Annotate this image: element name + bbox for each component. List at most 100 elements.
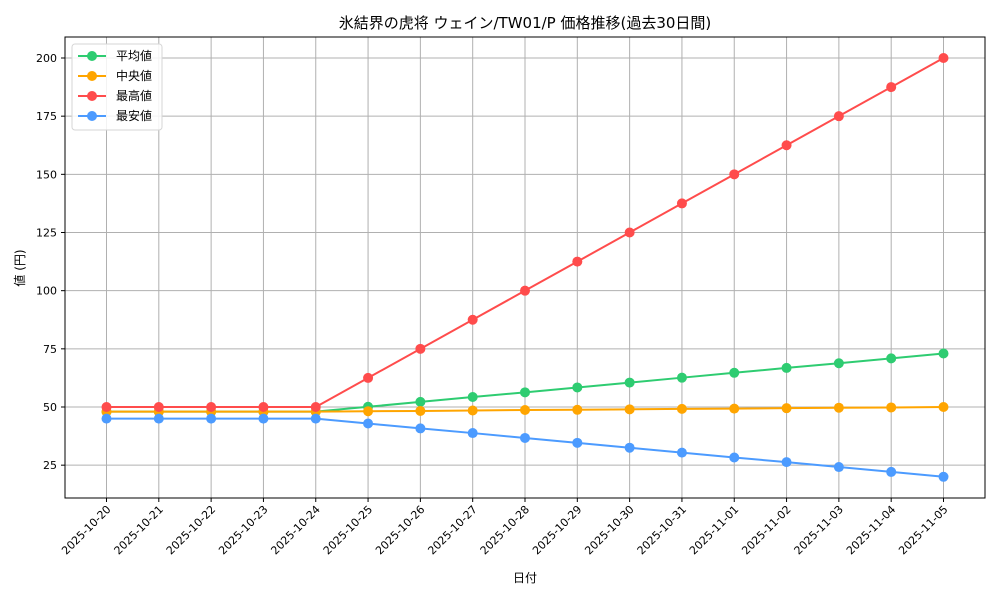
series-lines — [101, 53, 949, 482]
data-point — [729, 169, 740, 180]
data-point — [938, 471, 949, 482]
data-point — [781, 403, 792, 414]
data-point — [781, 457, 792, 468]
data-point — [676, 372, 687, 383]
data-point — [624, 227, 635, 238]
data-point — [258, 402, 269, 412]
x-tick-label: 2025-10-31 — [635, 503, 689, 557]
x-tick-label: 2025-10-24 — [268, 503, 322, 557]
x-tick-label: 2025-11-03 — [792, 503, 846, 557]
x-tick-label: 2025-10-30 — [582, 503, 636, 557]
data-point — [363, 418, 374, 429]
y-axis-ticks: 25 50 75 100 125 150 175 200 — [36, 52, 65, 472]
data-point — [624, 442, 635, 453]
x-tick-label: 2025-10-20 — [59, 503, 113, 557]
data-point — [781, 362, 792, 373]
data-point — [310, 402, 321, 412]
x-tick-label: 2025-10-26 — [373, 503, 427, 557]
data-point — [467, 314, 478, 325]
data-point — [101, 402, 112, 412]
grid-lines — [65, 37, 985, 498]
y-tick-label: 200 — [36, 52, 57, 65]
data-point — [938, 53, 949, 63]
data-point — [938, 348, 949, 359]
x-tick-label: 2025-11-04 — [844, 503, 898, 557]
x-tick-label: 2025-10-28 — [478, 503, 532, 557]
legend-box — [71, 43, 163, 131]
legend-label: 中央値 — [116, 68, 152, 83]
data-point — [833, 402, 844, 413]
legend-marker-icon — [87, 71, 97, 81]
legend-marker-icon — [87, 91, 97, 101]
data-point — [520, 285, 530, 296]
legend-item: 最高値 — [78, 88, 152, 103]
y-tick-label: 175 — [36, 110, 57, 123]
data-point — [363, 372, 374, 383]
data-point — [624, 404, 635, 415]
data-point — [676, 447, 687, 458]
data-point — [206, 402, 217, 412]
data-point — [833, 462, 844, 473]
x-tick-label: 2025-10-22 — [164, 503, 218, 557]
x-tick-label: 2025-10-27 — [425, 503, 479, 557]
x-tick-label: 2025-10-25 — [321, 503, 375, 557]
series-最高値 — [101, 53, 949, 412]
data-point — [520, 387, 530, 398]
legend-marker-icon — [87, 51, 97, 61]
data-point — [520, 405, 530, 416]
data-point — [624, 377, 635, 388]
legend-label: 平均値 — [116, 48, 152, 63]
data-point — [729, 367, 740, 378]
data-point — [572, 256, 583, 267]
y-tick-label: 50 — [43, 401, 57, 414]
x-tick-label: 2025-10-23 — [216, 503, 270, 557]
data-point — [781, 140, 792, 151]
x-tick-label: 2025-11-05 — [896, 503, 950, 557]
y-tick-label: 25 — [43, 459, 57, 472]
x-tick-label: 2025-10-21 — [112, 503, 166, 557]
data-point — [676, 403, 687, 414]
data-point — [153, 413, 164, 424]
data-point — [467, 428, 478, 439]
legend-item: 最安値 — [78, 108, 152, 123]
x-axis-ticks: 2025-10-202025-10-212025-10-222025-10-23… — [59, 498, 951, 557]
data-point — [572, 437, 583, 448]
x-axis-label: 日付 — [513, 571, 537, 585]
chart-title: 氷結界の虎将 ウェイン/TW01/P 価格推移(過去30日間) — [339, 14, 712, 32]
series-中央値 — [101, 402, 949, 417]
data-point — [729, 452, 740, 463]
data-point — [833, 358, 844, 369]
data-point — [101, 413, 112, 424]
data-point — [415, 396, 426, 407]
data-point — [520, 432, 530, 443]
data-point — [415, 405, 426, 416]
data-point — [310, 413, 321, 424]
data-point — [153, 402, 164, 412]
data-point — [886, 353, 897, 364]
data-point — [572, 382, 583, 393]
y-axis-label: 値 (円) — [12, 249, 27, 286]
data-point — [886, 402, 897, 413]
data-point — [572, 404, 583, 415]
legend-item: 中央値 — [78, 68, 152, 83]
data-point — [833, 111, 844, 122]
series-最安値 — [101, 413, 949, 482]
x-tick-label: 2025-11-02 — [739, 503, 793, 557]
data-point — [676, 198, 687, 209]
data-point — [363, 406, 374, 417]
data-point — [415, 423, 426, 434]
data-point — [729, 403, 740, 414]
legend-marker-icon — [87, 111, 97, 121]
data-point — [206, 413, 217, 424]
legend-label: 最安値 — [116, 108, 152, 123]
y-tick-label: 75 — [43, 343, 57, 356]
y-tick-label: 125 — [36, 227, 57, 240]
data-point — [467, 391, 478, 402]
data-point — [415, 343, 426, 354]
data-point — [258, 413, 269, 424]
data-point — [467, 405, 478, 416]
x-tick-label: 2025-10-29 — [530, 503, 584, 557]
data-point — [886, 466, 897, 477]
